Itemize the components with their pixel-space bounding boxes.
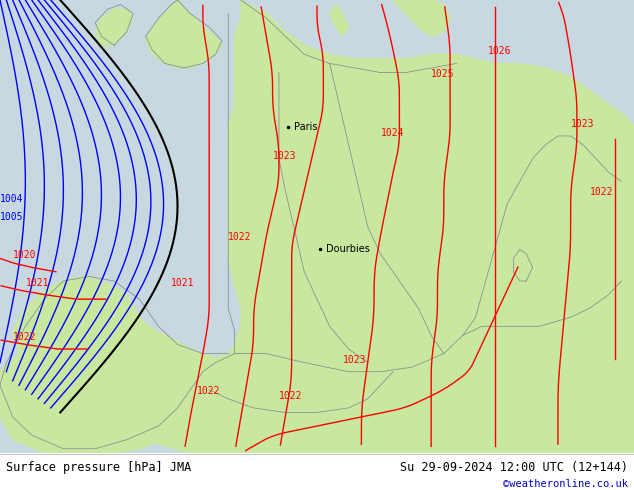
Polygon shape (330, 4, 349, 36)
Text: 1021: 1021 (171, 277, 195, 288)
Text: Dourbies: Dourbies (326, 245, 370, 254)
Text: 1022: 1022 (279, 391, 302, 401)
Polygon shape (127, 0, 235, 354)
Text: 1005: 1005 (0, 212, 23, 222)
Polygon shape (0, 276, 209, 453)
Text: 1022: 1022 (197, 386, 220, 396)
Text: 1021: 1021 (25, 277, 49, 288)
Text: 1022: 1022 (228, 232, 252, 242)
Polygon shape (514, 249, 533, 281)
Polygon shape (393, 0, 450, 36)
Text: 1026: 1026 (488, 47, 512, 56)
Text: Su 29-09-2024 12:00 UTC (12+144): Su 29-09-2024 12:00 UTC (12+144) (399, 461, 628, 474)
Text: ©weatheronline.co.uk: ©weatheronline.co.uk (503, 480, 628, 490)
Polygon shape (342, 390, 361, 408)
Text: 1024: 1024 (380, 128, 404, 138)
Text: 1023: 1023 (571, 119, 594, 129)
Polygon shape (0, 0, 634, 453)
Text: 1020: 1020 (13, 250, 36, 260)
Text: 1022: 1022 (590, 187, 613, 197)
Text: 1023: 1023 (273, 150, 296, 161)
Text: 1023: 1023 (342, 355, 366, 365)
Text: 1025: 1025 (431, 69, 455, 79)
Polygon shape (146, 0, 222, 68)
Polygon shape (456, 281, 634, 453)
Polygon shape (95, 9, 133, 46)
Text: Paris: Paris (294, 122, 318, 132)
Text: 1022: 1022 (13, 332, 36, 342)
Text: 1004: 1004 (0, 194, 23, 204)
Text: Surface pressure [hPa] JMA: Surface pressure [hPa] JMA (6, 461, 191, 474)
Polygon shape (13, 0, 634, 453)
